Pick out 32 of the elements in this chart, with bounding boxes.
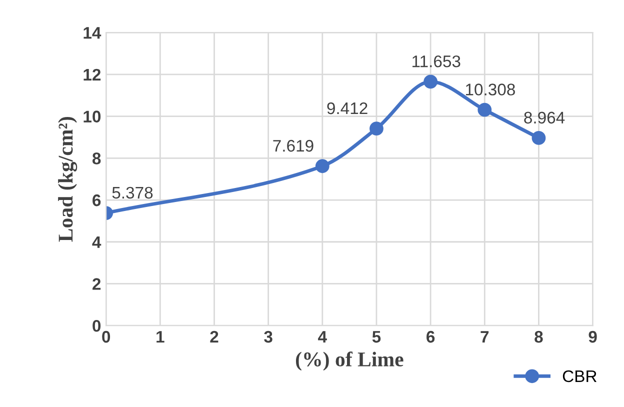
y-tick-label: 10 [84, 110, 101, 122]
y-tick-label: 4 [92, 236, 102, 248]
point [478, 102, 492, 117]
x-tick-label: 0 [102, 330, 110, 343]
point [370, 122, 384, 136]
data-label: 7.619 [273, 140, 314, 152]
y-tick-label: 12 [84, 68, 101, 80]
data-label: 11.653 [412, 55, 460, 68]
legend-label: CBR [562, 370, 596, 382]
y-tick-label: 8 [92, 152, 101, 164]
point [532, 131, 546, 145]
x-tick-label: 3 [264, 330, 272, 343]
y-tick-label: 6 [92, 194, 101, 206]
y-tick-label: 2 [92, 278, 101, 290]
x-tick-label: 8 [534, 330, 543, 343]
x-tick-label: 2 [210, 330, 218, 343]
x-tick-label: 7 [480, 331, 489, 343]
data-label: 10.308 [466, 84, 515, 96]
x-tick-label: 9 [588, 330, 597, 343]
y-tick-label: 14 [84, 27, 102, 39]
point [424, 74, 438, 89]
x-axis-title: (%) of Lime [296, 352, 404, 371]
data-label: 8.964 [524, 112, 565, 124]
x-tick-label: 5 [372, 331, 381, 343]
y-tick-label: 0 [92, 320, 101, 332]
x-tick-label: 1 [156, 331, 164, 343]
x-tick-label: 6 [426, 330, 435, 343]
y-axis-title: Load (kg/cm²) [58, 116, 78, 242]
data-label: 5.378 [112, 186, 153, 199]
data-label: 9.412 [327, 102, 368, 114]
point [315, 159, 330, 174]
x-tick-label: 4 [318, 331, 327, 343]
